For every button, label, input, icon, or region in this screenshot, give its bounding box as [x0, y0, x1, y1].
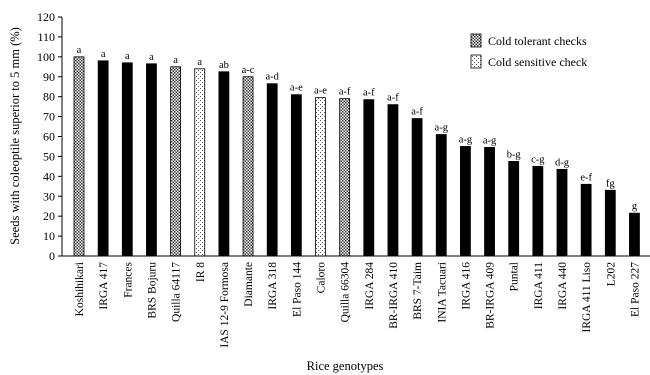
x-tick-label: El Paso 227 [629, 262, 641, 317]
significance-letter: e-f [580, 172, 592, 183]
significance-letter: ab [219, 60, 229, 71]
significance-letter: a [101, 49, 106, 60]
significance-letter: g [632, 201, 638, 212]
legend-swatch-tolerant [470, 33, 482, 48]
y-tick-label: 0 [49, 249, 55, 263]
legend: Cold tolerant checks Cold sensitive chec… [470, 33, 587, 69]
y-tick-label: 40 [43, 169, 55, 183]
x-tick-label: IRGA 440 [557, 262, 569, 310]
significance-letter: a-g [435, 123, 449, 134]
bar [97, 60, 109, 257]
significance-letter: c-g [531, 154, 545, 165]
y-tick-label: 20 [43, 209, 55, 223]
bar [290, 94, 302, 257]
y-tick-label: 10 [43, 229, 55, 243]
x-tick-label: Quilla 64117 [171, 262, 183, 322]
significance-letter: a [149, 52, 154, 63]
x-tick-label: Frances [122, 261, 134, 297]
x-tick-label: IRGA 284 [364, 262, 376, 310]
significance-letter: a-f [339, 87, 351, 98]
significance-letter: a-g [459, 134, 473, 145]
significance-letter: a [125, 51, 130, 62]
significance-letter: d-g [555, 157, 570, 168]
x-tick-label: Diamante [243, 262, 255, 307]
significance-letters: a a a a a a ab a-c a-d a-e a-e a-f a-f a-f a-f a-g a-g a-… [77, 45, 638, 212]
bar [266, 83, 278, 257]
bar [387, 104, 399, 257]
bar [629, 212, 640, 257]
x-axis-tick-labels: Koshihikari IRGA 417 Frances BRS Bojuru Quil… [74, 261, 641, 347]
bar [170, 66, 182, 257]
significance-letter: a-g [483, 135, 497, 146]
significance-letter: a [77, 45, 82, 56]
bar [315, 97, 326, 257]
bar [484, 147, 495, 257]
significance-letter: a [197, 57, 202, 68]
y-tick-label: 30 [43, 189, 55, 203]
x-tick-label: BRS Bojuru [146, 262, 158, 319]
x-tick-label: IRGA 417 [98, 262, 110, 310]
x-tick-label: IRGA 318 [267, 262, 279, 310]
significance-letter: a-f [363, 88, 375, 99]
bar [580, 183, 592, 257]
bar [73, 56, 85, 257]
x-tick-label: IRGA 416 [460, 262, 472, 310]
bar [604, 189, 616, 257]
bar [532, 165, 544, 257]
bar [146, 63, 157, 257]
x-tick-label: BRS 7-Taim [412, 262, 424, 320]
x-tick-label: INIA Tacuari [436, 262, 448, 323]
significance-letter: a-d [265, 72, 279, 83]
bar [121, 62, 133, 257]
y-tick-label: 80 [43, 90, 55, 104]
significance-letter: a-e [290, 83, 303, 94]
bar [363, 99, 375, 257]
bar [339, 98, 351, 257]
significance-letter: b-g [507, 149, 522, 160]
significance-letter: a-f [387, 93, 399, 104]
significance-letter: a [173, 55, 178, 66]
bar [435, 134, 447, 257]
x-tick-label: Puntal [509, 262, 521, 291]
y-axis-ticks: 0 10 20 30 40 50 60 70 80 90 100 110 120 [37, 10, 62, 263]
y-tick-label: 60 [43, 130, 55, 144]
x-axis-label: Rice genotypes [307, 359, 384, 373]
bar [459, 146, 471, 257]
x-tick-label: IAS 12-9 Formosa [219, 262, 231, 348]
bar [194, 68, 206, 257]
y-tick-label: 70 [43, 110, 55, 124]
y-axis-label: Seeds with coleoptile superior to 5 mm (… [8, 27, 22, 245]
significance-letter: a-e [314, 86, 327, 97]
x-tick-label: BR-IRGA 410 [388, 262, 400, 329]
y-tick-label: 50 [43, 149, 55, 163]
bar [411, 118, 423, 257]
legend-label-tolerant: Cold tolerant checks [488, 34, 587, 48]
x-tick-label: Koshihikari [74, 262, 86, 316]
bar [508, 160, 520, 257]
significance-letter: fg [606, 178, 615, 189]
x-tick-label: IRGA 411 [533, 262, 545, 309]
y-tick-label: 100 [37, 50, 55, 64]
bar [556, 168, 568, 257]
x-tick-label: IRGA 411 Liso [581, 262, 593, 333]
bar [242, 76, 254, 257]
y-tick-label: 110 [37, 30, 55, 44]
y-tick-label: 90 [43, 70, 55, 84]
legend-label-sensitive: Cold sensitive check [488, 55, 587, 69]
x-tick-label: BR-IRGA 409 [485, 262, 497, 329]
x-tick-label: L202 [605, 262, 617, 287]
x-tick-label: El Paso 144 [291, 262, 303, 317]
legend-swatch-sensitive [470, 54, 482, 69]
x-tick-label: IR 8 [195, 262, 207, 282]
y-tick-label: 120 [37, 10, 55, 24]
significance-letter: a-f [411, 107, 423, 118]
x-tick-label: Quilla 66304 [340, 262, 352, 323]
significance-letter: a-c [242, 65, 255, 76]
x-tick-label: Caloro [316, 262, 328, 294]
bar [218, 71, 230, 257]
